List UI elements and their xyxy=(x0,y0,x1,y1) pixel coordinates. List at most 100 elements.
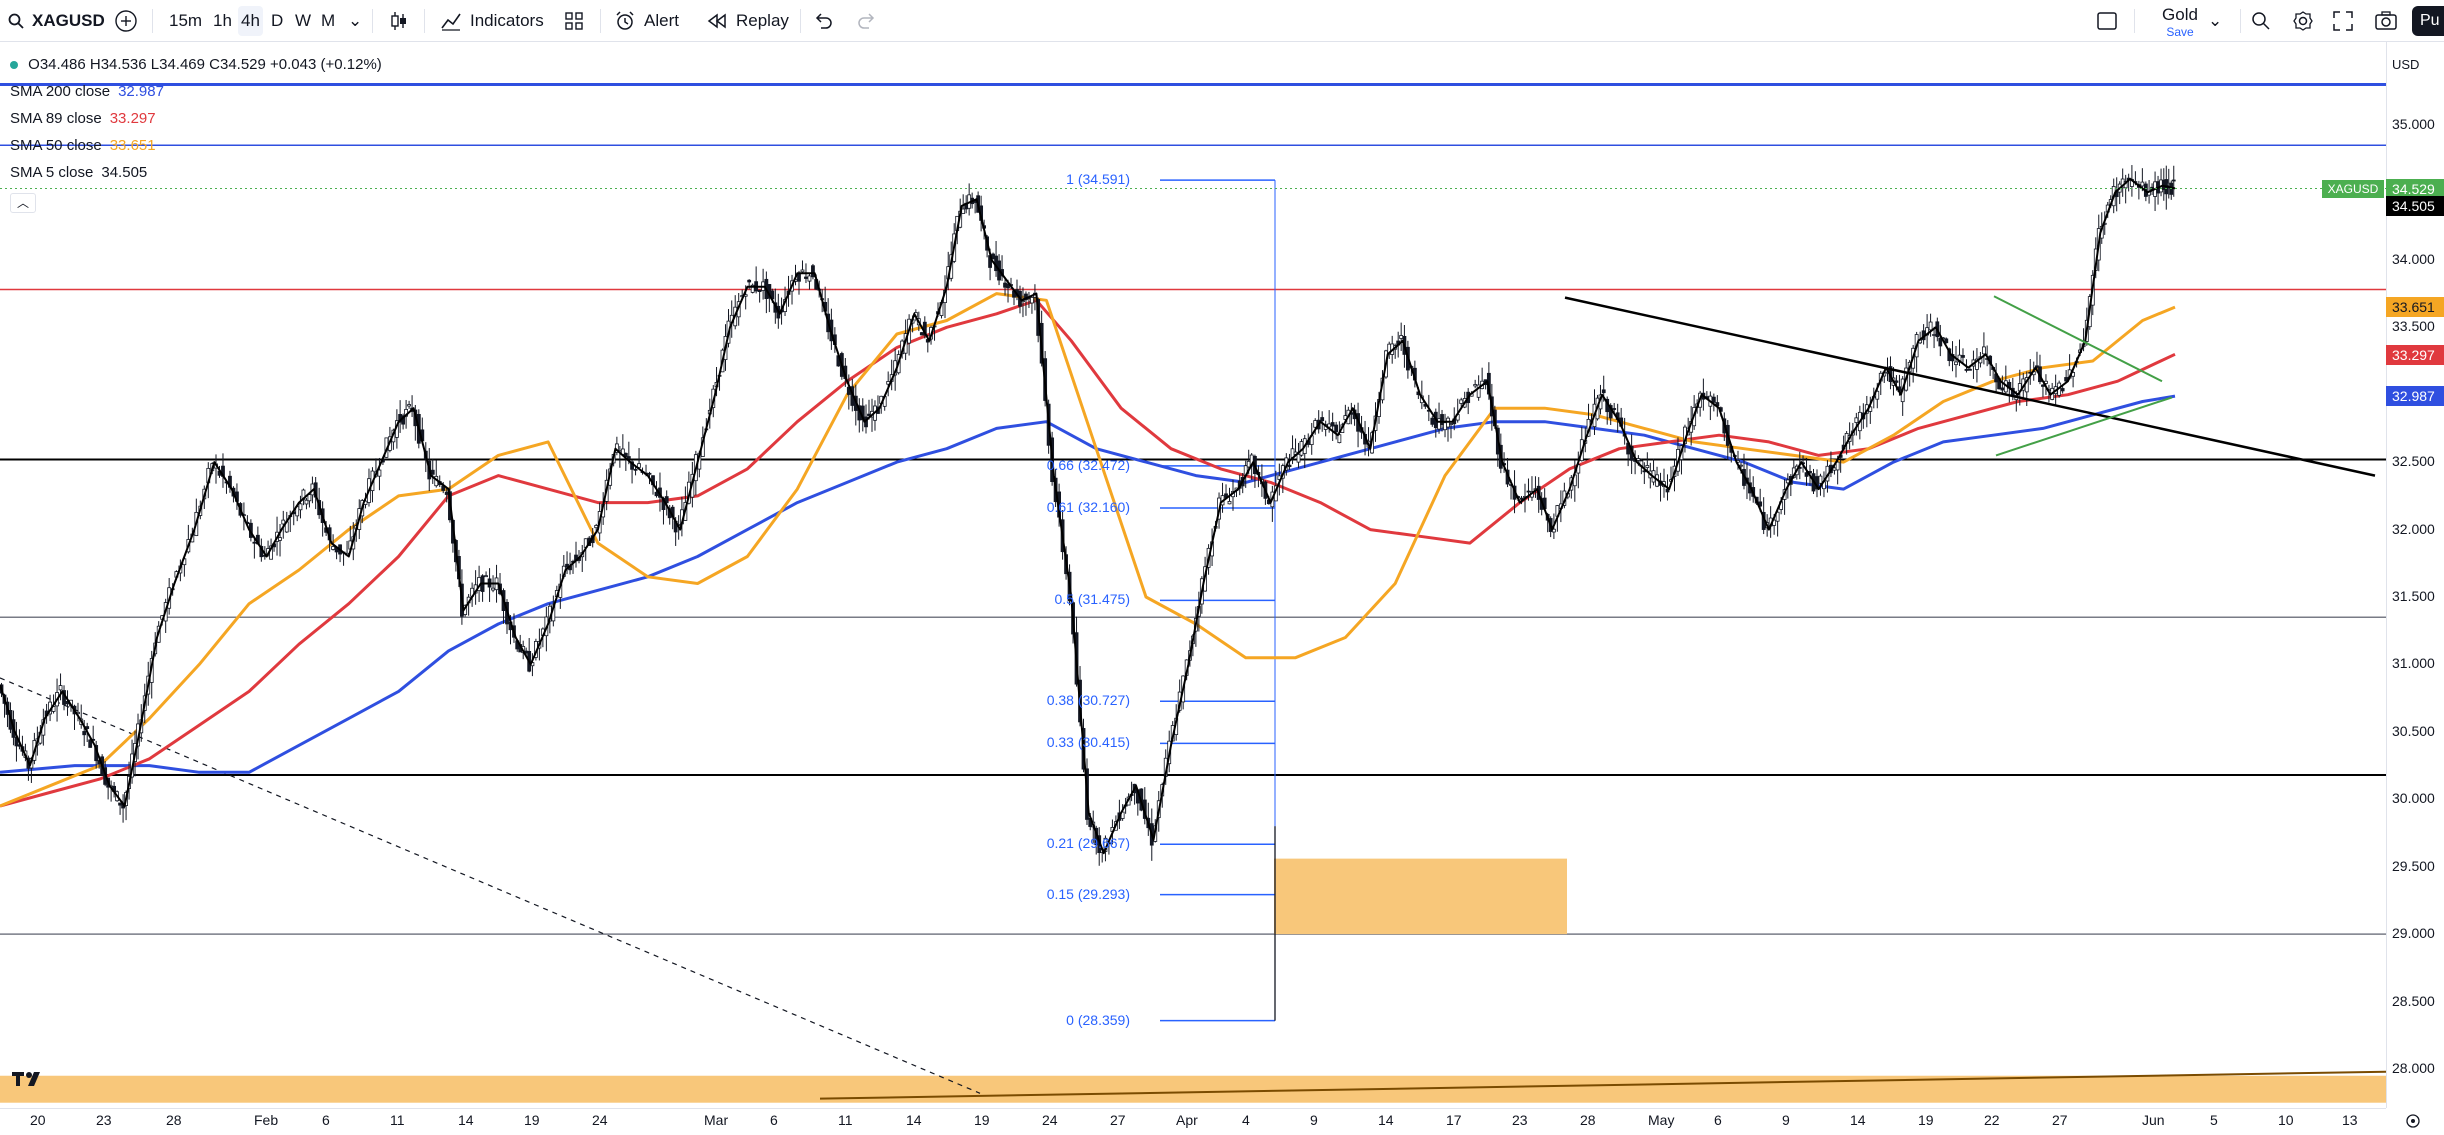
candle-body xyxy=(1337,434,1342,444)
candle-body xyxy=(1775,511,1780,522)
alert-button[interactable]: Alert xyxy=(614,0,679,42)
candle-body xyxy=(1854,417,1859,423)
chart-type-button[interactable] xyxy=(388,0,410,42)
time-tick-label: 14 xyxy=(1850,1112,1866,1128)
candle-body xyxy=(1296,453,1301,463)
candle-body xyxy=(1449,423,1453,426)
snapshot-button[interactable] xyxy=(2374,0,2398,42)
sma5-value: 34.505 xyxy=(101,164,148,181)
gear-icon xyxy=(2292,10,2314,32)
time-axis[interactable] xyxy=(0,1108,2386,1134)
timeframe-m-button[interactable]: M xyxy=(321,11,336,30)
candle-body xyxy=(2000,387,2005,391)
time-tick-label: 27 xyxy=(2052,1112,2068,1128)
fib-level-label: 0 (28.359) xyxy=(1066,1011,1130,1028)
alert-label: Alert xyxy=(644,11,679,30)
divider xyxy=(152,9,153,33)
undo-button[interactable] xyxy=(812,0,834,42)
sma89-value: 33.297 xyxy=(109,110,156,127)
settings-gear-icon xyxy=(2404,1114,2422,1134)
last-price-badge: 34.529 xyxy=(2386,178,2444,199)
time-tick-label: 5 xyxy=(2210,1112,2218,1128)
compare-symbol-button[interactable] xyxy=(114,0,138,42)
goto-date-button[interactable] xyxy=(2404,1112,2422,1135)
candle-body xyxy=(800,269,805,273)
time-tick-label: 6 xyxy=(1714,1112,1722,1128)
square-icon xyxy=(2096,10,2118,32)
quick-search-button[interactable] xyxy=(2250,0,2272,42)
legend-sma50[interactable]: SMA 50 close 33.651 xyxy=(10,137,156,154)
time-tick-label: 19 xyxy=(1918,1112,1934,1128)
legend-sma89[interactable]: SMA 89 close 33.297 xyxy=(10,110,156,127)
bottom-zone xyxy=(0,1075,2386,1103)
search-icon xyxy=(8,13,24,29)
publish-button[interactable]: Pu xyxy=(2412,6,2444,36)
layout-name-button[interactable]: Gold Save xyxy=(2150,5,2210,39)
time-tick-label: 6 xyxy=(770,1112,778,1128)
legend-sma5[interactable]: SMA 5 close 34.505 xyxy=(10,164,147,181)
candle-body xyxy=(407,404,411,407)
descending-trendline xyxy=(1564,296,2376,477)
time-tick-label: 23 xyxy=(96,1112,112,1128)
candle-body xyxy=(304,499,309,505)
layout-dropdown[interactable]: ⌄ xyxy=(2208,0,2222,42)
candle-body xyxy=(1287,464,1292,467)
templates-button[interactable] xyxy=(564,0,584,42)
fullscreen-button[interactable] xyxy=(2332,0,2354,42)
timeframe-dropdown[interactable]: ⌄ xyxy=(348,0,362,42)
time-tick-label: Apr xyxy=(1176,1112,1198,1128)
candle-body xyxy=(484,575,488,578)
candle-body xyxy=(961,208,966,214)
legend-collapse-button[interactable]: ︿ xyxy=(10,193,36,213)
timeframe-15m-button[interactable]: 15m xyxy=(169,11,203,30)
price-axis[interactable] xyxy=(2386,42,2444,1108)
candle-body xyxy=(1968,368,1972,371)
candle-body xyxy=(1519,497,1524,500)
price-tick-label: 31.000 xyxy=(2392,655,2435,672)
time-tick-label: 27 xyxy=(1110,1112,1126,1128)
currency-label: USD xyxy=(2392,57,2420,72)
fib-level-label: 0.21 (29.667) xyxy=(1046,835,1130,852)
time-tick-label: 23 xyxy=(1512,1112,1528,1128)
price-tick-label: 29.500 xyxy=(2392,857,2435,874)
price-chart[interactable] xyxy=(0,42,2386,1108)
sma5-line xyxy=(0,177,2176,855)
candle-body xyxy=(633,468,638,471)
redo-button[interactable] xyxy=(856,0,878,42)
candle-body xyxy=(1875,390,1880,400)
replay-button[interactable]: Replay xyxy=(706,0,789,42)
indicators-button[interactable]: Indicators xyxy=(440,0,544,42)
candle-body xyxy=(298,503,303,511)
chevron-down-icon: ⌄ xyxy=(348,11,363,30)
layout-button[interactable] xyxy=(2096,0,2118,42)
time-tick-label: 11 xyxy=(838,1112,853,1128)
time-tick-label: Mar xyxy=(704,1112,729,1128)
time-tick-label: 19 xyxy=(974,1112,990,1128)
sma89-line xyxy=(0,298,2176,808)
price-tick-label: 29.000 xyxy=(2392,925,2435,942)
candle-body xyxy=(623,452,628,458)
settings-button[interactable] xyxy=(2292,0,2314,42)
candle-body xyxy=(1818,475,1823,484)
timeframe-1h-button[interactable]: 1h xyxy=(213,11,232,30)
price-tick-label: 30.000 xyxy=(2392,790,2435,807)
candle-body xyxy=(491,587,495,591)
symbol-search[interactable]: XAGUSD xyxy=(8,0,105,42)
timeframe-4h-button[interactable]: 4h xyxy=(238,6,263,36)
legend-sma200[interactable]: SMA 200 close 32.987 xyxy=(10,83,164,100)
candle-body xyxy=(2041,384,2045,387)
candle-body xyxy=(747,279,752,283)
candle-body xyxy=(252,541,257,544)
sma200-badge: 32.987 xyxy=(2386,386,2444,407)
candle-body xyxy=(1476,384,1481,398)
candle-body xyxy=(1327,423,1332,428)
rewind-icon xyxy=(706,10,728,32)
symbol-label: XAGUSD xyxy=(32,11,105,30)
candle-body xyxy=(2064,377,2069,382)
candle-body xyxy=(637,463,641,468)
candle-body xyxy=(1645,465,1650,469)
candle-body xyxy=(1227,500,1232,505)
candle-body xyxy=(1612,408,1617,410)
timeframe-w-button[interactable]: W xyxy=(295,11,312,30)
timeframe-d-button[interactable]: D xyxy=(271,11,284,30)
